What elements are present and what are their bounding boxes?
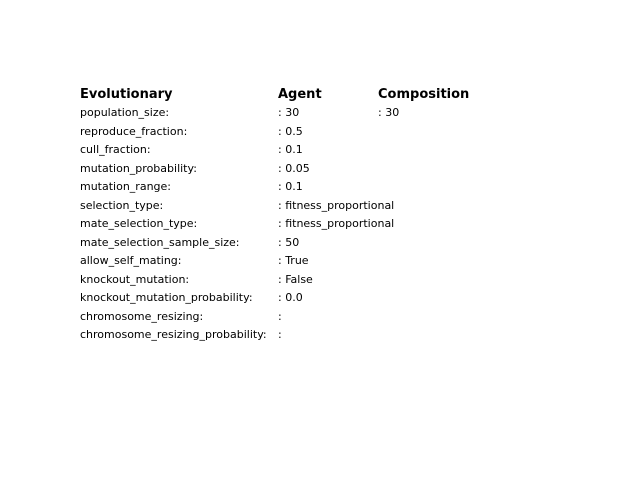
agent-value: : 0.05 [278,161,310,175]
parameter-name: mutation_probability: [80,161,197,175]
parameter-row: allow_self_mating: : True [0,252,640,271]
parameter-name: selection_type: [80,198,164,212]
agent-value: : [278,328,282,341]
agent-value: : 50 [278,235,300,249]
parameter-row: population_size: : 30 : 30 [0,104,640,123]
agent-value: : True [278,254,309,267]
parameter-name: mate_selection_sample_size: [80,235,240,249]
parameter-row: knockout_mutation_probability: : 0.0 [0,289,640,308]
parameter-name: mutation_range: [80,180,172,193]
parameter-list: population_size: : 30 : 30 reproduce_fra… [0,104,640,345]
parameter-row: mate_selection_sample_size: : 50 [0,234,640,253]
agent-value: : fitness_proportional [278,217,395,230]
agent-heading: Agent [278,87,322,102]
parameter-name: reproduce_fraction: [80,124,188,138]
parameter-row: mate_selection_type: : fitness_proportio… [0,215,640,234]
parameter-name: knockout_mutation_probability: [80,291,253,304]
agent-value: : 0.0 [278,291,303,304]
parameter-name: chromosome_resizing_probability: [80,328,267,341]
agent-value: : False [278,272,313,286]
parameter-name: allow_self_mating: [80,254,182,267]
parameter-row: selection_type: : fitness_proportional [0,197,640,216]
parameter-name: population_size: [80,106,170,119]
composition-value: : 30 [378,106,400,119]
parameter-name: mate_selection_type: [80,217,198,230]
agent-value: : 30 [278,106,300,119]
agent-value: : 0.5 [278,124,303,138]
agent-value: : [278,309,282,323]
parameter-row: mutation_range: : 0.1 [0,178,640,197]
parameter-row: chromosome_resizing: : [0,308,640,327]
agent-value: : 0.1 [278,143,303,156]
agent-value: : 0.1 [278,180,303,193]
parameter-row: reproduce_fraction: : 0.5 [0,123,640,142]
parameter-row: chromosome_resizing_probability: : [0,326,640,345]
parameter-name: knockout_mutation: [80,272,190,286]
agent-value: : fitness_proportional [278,198,395,212]
composition-heading: Composition [378,87,470,102]
parameter-row: mutation_probability: : 0.05 [0,160,640,179]
parameter-name: chromosome_resizing: [80,309,204,323]
parameter-row: cull_fraction: : 0.1 [0,141,640,160]
parameter-name: cull_fraction: [80,143,151,156]
evolutionary-heading: Evolutionary [80,87,173,102]
parameter-row: knockout_mutation: : False [0,271,640,290]
